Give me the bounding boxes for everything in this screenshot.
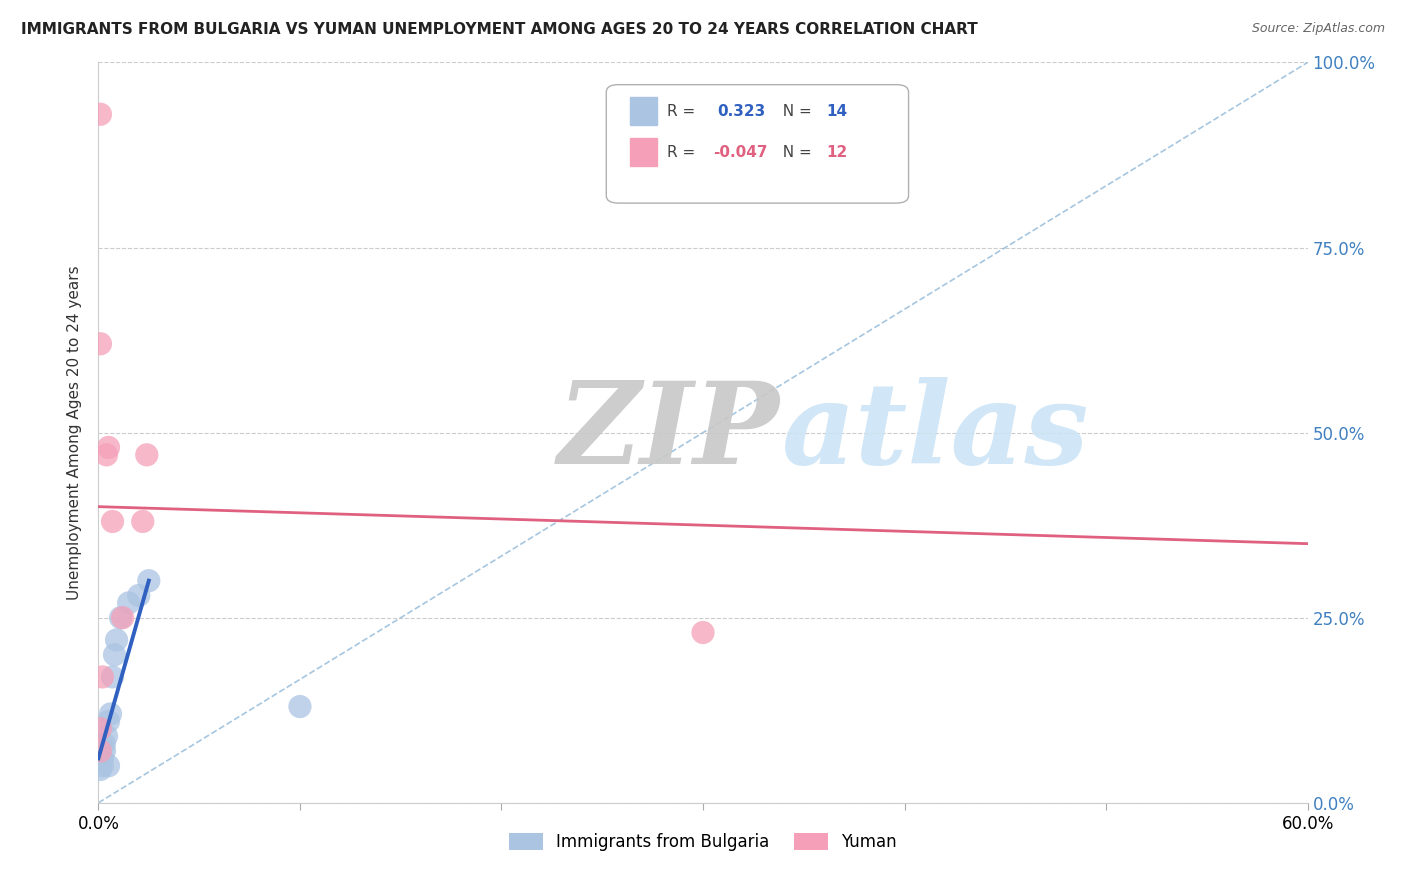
Point bbox=[118, 596, 141, 610]
Legend: Immigrants from Bulgaria, Yuman: Immigrants from Bulgaria, Yuman bbox=[503, 826, 903, 857]
Text: N =: N = bbox=[773, 145, 817, 161]
Y-axis label: Unemployment Among Ages 20 to 24 years: Unemployment Among Ages 20 to 24 years bbox=[67, 265, 83, 600]
Text: 0.323: 0.323 bbox=[717, 103, 766, 119]
Point bbox=[105, 632, 128, 647]
Point bbox=[135, 448, 157, 462]
Point bbox=[97, 758, 120, 772]
Text: -0.047: -0.047 bbox=[713, 145, 768, 161]
Point bbox=[91, 751, 114, 765]
FancyBboxPatch shape bbox=[630, 97, 657, 126]
Point bbox=[288, 699, 311, 714]
Point bbox=[96, 448, 118, 462]
Text: IMMIGRANTS FROM BULGARIA VS YUMAN UNEMPLOYMENT AMONG AGES 20 TO 24 YEARS CORRELA: IMMIGRANTS FROM BULGARIA VS YUMAN UNEMPL… bbox=[21, 22, 977, 37]
Point bbox=[111, 610, 134, 624]
Point bbox=[110, 610, 132, 624]
Point bbox=[692, 625, 714, 640]
Point bbox=[96, 729, 118, 743]
Text: R =: R = bbox=[666, 145, 700, 161]
Point bbox=[101, 515, 124, 529]
Text: 12: 12 bbox=[827, 145, 848, 161]
Point bbox=[91, 758, 114, 772]
Text: Source: ZipAtlas.com: Source: ZipAtlas.com bbox=[1251, 22, 1385, 36]
Text: atlas: atlas bbox=[782, 377, 1090, 488]
FancyBboxPatch shape bbox=[630, 138, 657, 166]
Point bbox=[128, 589, 150, 603]
Point bbox=[89, 763, 111, 777]
Point bbox=[93, 737, 115, 751]
Point bbox=[132, 515, 155, 529]
Point bbox=[100, 706, 122, 721]
Point bbox=[89, 336, 111, 351]
Point bbox=[91, 670, 114, 684]
Text: N =: N = bbox=[773, 103, 817, 119]
Point bbox=[97, 714, 120, 729]
Text: 14: 14 bbox=[827, 103, 848, 119]
Point bbox=[89, 744, 111, 758]
Point bbox=[138, 574, 160, 588]
Point bbox=[89, 722, 111, 736]
Point bbox=[89, 107, 111, 121]
FancyBboxPatch shape bbox=[606, 85, 908, 203]
Point bbox=[97, 441, 120, 455]
Point bbox=[93, 744, 115, 758]
Text: ZIP: ZIP bbox=[558, 377, 780, 488]
Point bbox=[101, 670, 124, 684]
Text: R =: R = bbox=[666, 103, 704, 119]
Point bbox=[103, 648, 125, 662]
